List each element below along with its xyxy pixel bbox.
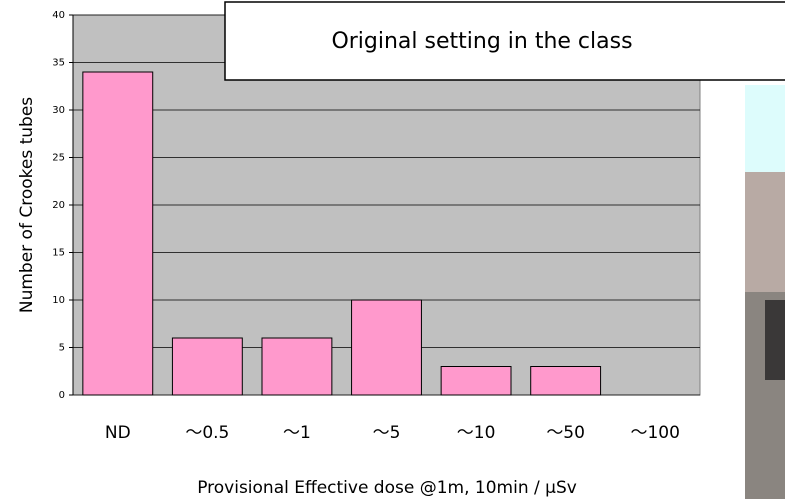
bar	[441, 367, 511, 396]
bar	[172, 338, 242, 395]
bar	[83, 72, 153, 395]
y-tick-label: 25	[52, 153, 65, 164]
y-tick-label: 10	[52, 295, 65, 306]
y-tick-label: 40	[52, 10, 65, 21]
bar	[352, 300, 422, 395]
x-tick-label: ～0.5	[185, 423, 229, 443]
y-tick-label: 15	[52, 248, 65, 259]
y-tick-label: 30	[52, 105, 65, 116]
x-tick-label: ～5	[373, 423, 401, 443]
x-axis-label: Provisional Effective dose @1m, 10min / …	[197, 478, 577, 498]
x-tick-label: ～1	[283, 423, 311, 443]
bar	[531, 367, 601, 396]
y-axis-label: Number of Crookes tubes	[17, 97, 37, 313]
x-tick-label: ～50	[546, 423, 585, 443]
bar	[262, 338, 332, 395]
chart-title: Original setting in the class	[331, 29, 632, 54]
y-tick-label: 0	[59, 390, 65, 401]
chart: Number of Crookes tubes Provisional Effe…	[0, 0, 785, 499]
photo-wall	[745, 172, 785, 292]
y-tick-label: 5	[59, 343, 65, 354]
x-tick-label: ND	[105, 423, 131, 443]
page: {"chart_data": {"type": "bar", "title": …	[0, 0, 785, 499]
x-tick-label: ～10	[457, 423, 496, 443]
y-tick-label: 35	[52, 58, 65, 69]
y-tick-label: 20	[52, 200, 65, 211]
photo-object	[765, 300, 785, 380]
x-tick-label: ～100	[630, 423, 679, 443]
